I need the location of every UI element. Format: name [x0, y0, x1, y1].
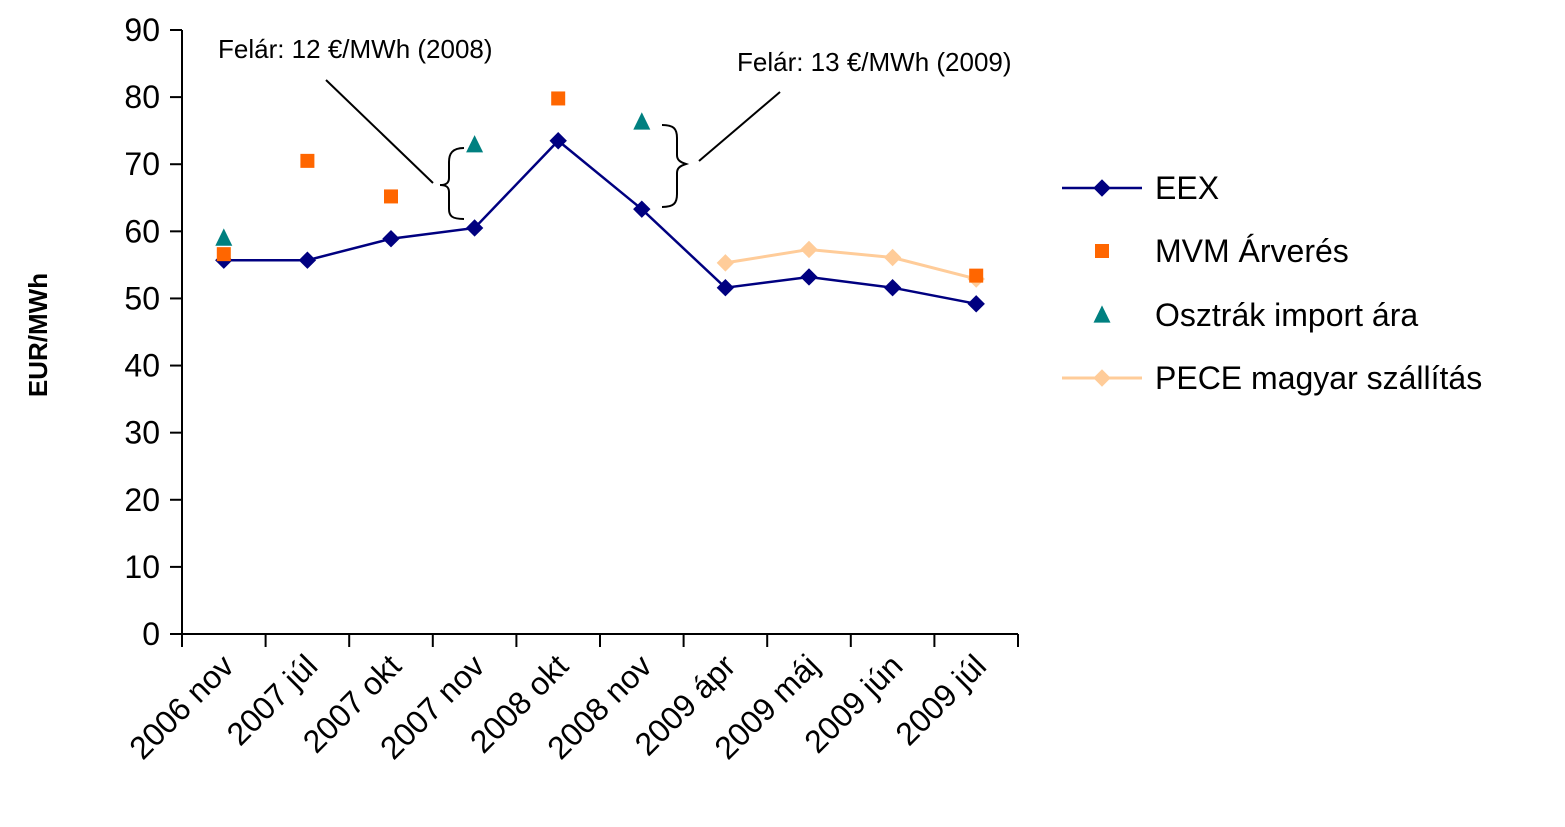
data-point	[633, 112, 651, 130]
data-point	[384, 189, 398, 204]
y-tick-label: 90	[124, 12, 160, 48]
legend-label: Osztrák import ára	[1155, 297, 1418, 333]
annotation-2008: Felár: 12 €/MWh (2008)	[218, 34, 493, 64]
annotation-2008-brace	[439, 147, 465, 220]
legend-label: PECE magyar szállítás	[1155, 360, 1482, 396]
y-tick-label: 50	[124, 280, 160, 316]
series-layer	[215, 91, 985, 313]
data-point	[465, 219, 484, 237]
legend-marker	[1095, 244, 1109, 258]
series-pece-magyar-szallitas	[716, 240, 985, 288]
series-line	[223, 139, 977, 306]
y-tick-label: 80	[124, 79, 160, 115]
y-tick-label: 60	[124, 213, 160, 249]
x-tick-label: 2006 nov	[122, 647, 241, 766]
series-line	[725, 247, 977, 281]
data-point	[466, 135, 484, 153]
data-point	[382, 230, 400, 248]
legend-item: MVM Árverés	[1095, 233, 1349, 269]
legend-label: EEX	[1155, 170, 1219, 206]
annotation-2009-brace	[661, 124, 690, 208]
data-point	[716, 278, 735, 297]
data-point	[551, 91, 566, 106]
data-point	[969, 268, 984, 283]
annotation-2009: Felár: 13 €/MWh (2009)	[737, 47, 1012, 77]
y-tick-label: 0	[142, 616, 160, 652]
x-tick-label: 2009 júl	[888, 647, 993, 752]
data-point	[800, 268, 818, 286]
data-point	[716, 254, 735, 272]
data-point	[216, 247, 231, 262]
annotations: Felár: 12 €/MWh (2008) Felár: 13 €/MWh (…	[218, 34, 1012, 220]
data-point	[800, 240, 818, 259]
annotation-2009-leader	[698, 91, 781, 162]
y-tick-labels: 0 10 20 30 40 50 60 70 80 90	[124, 12, 160, 652]
series-mvm-arveres	[216, 91, 984, 283]
legend-item: PECE magyar szállítás	[1062, 360, 1482, 396]
y-tick-label: 10	[124, 549, 160, 585]
y-tick-label: 40	[124, 348, 160, 384]
axes	[170, 29, 1019, 647]
legend-label: MVM Árverés	[1155, 233, 1349, 269]
data-point	[300, 153, 315, 168]
data-point	[633, 200, 651, 218]
data-point	[215, 228, 233, 246]
data-point	[883, 248, 902, 267]
data-point	[883, 278, 902, 297]
data-point	[549, 132, 567, 150]
legend-item: EEX	[1062, 170, 1219, 206]
data-point	[967, 295, 985, 313]
y-tick-label: 70	[124, 146, 160, 182]
legend-marker	[1093, 179, 1111, 197]
legend-marker	[1093, 305, 1111, 323]
annotation-2008-leader	[325, 79, 434, 184]
y-tick-label: 20	[124, 482, 160, 518]
legend-marker	[1093, 369, 1111, 387]
legend: EEX MVM Árverés Osztrák import ára PECE mag…	[1062, 170, 1482, 396]
legend-item: Osztrák import ára	[1093, 297, 1418, 333]
data-point	[298, 251, 317, 269]
series-osztrak-import-ara	[215, 112, 651, 246]
series-eex	[215, 132, 985, 313]
y-axis-title: EUR/MWh	[23, 273, 53, 397]
y-tick-label: 30	[124, 415, 160, 451]
